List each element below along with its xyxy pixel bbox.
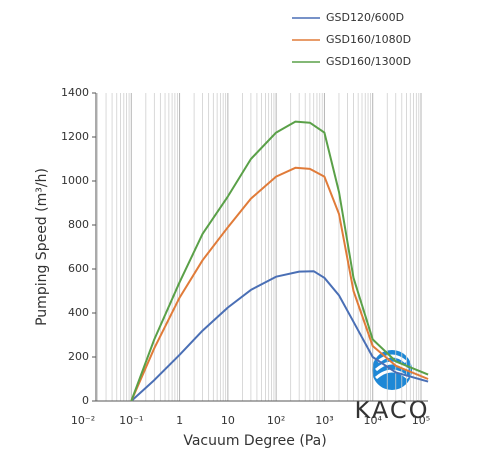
x-tick-label: 10³ — [315, 414, 333, 427]
y-tick-label: 1400 — [61, 86, 89, 99]
y-tick-label: 200 — [68, 350, 89, 363]
series-line — [130, 120, 429, 402]
x-tick-label: 10⁴ — [364, 414, 383, 427]
y-tick-label: 0 — [82, 394, 89, 407]
x-tick-label: 10 — [221, 414, 235, 427]
y-tick-label: 600 — [68, 262, 89, 275]
legend-label: GSD120/600D — [326, 11, 404, 24]
y-tick-label: 800 — [68, 218, 89, 231]
x-tick-label: 10⁵ — [412, 414, 430, 427]
y-tick-label: 1200 — [61, 130, 89, 143]
x-axis-title: Vacuum Degree (Pa) — [183, 433, 326, 449]
x-tick-label: 1 — [176, 414, 183, 427]
legend-label: GSD160/1300D — [326, 55, 411, 68]
series-line — [130, 270, 429, 402]
x-tick-label: 10⁻¹ — [119, 414, 143, 427]
y-axis-title: Pumping Speed (m³/h) — [34, 168, 50, 326]
series-line — [130, 166, 429, 402]
y-tick-label: 1000 — [61, 174, 89, 187]
y-tick-label: 400 — [68, 306, 89, 319]
legend-label: GSD160/1080D — [326, 33, 411, 46]
x-tick-label: 10² — [267, 414, 285, 427]
x-tick-label: 10⁻² — [71, 414, 95, 427]
